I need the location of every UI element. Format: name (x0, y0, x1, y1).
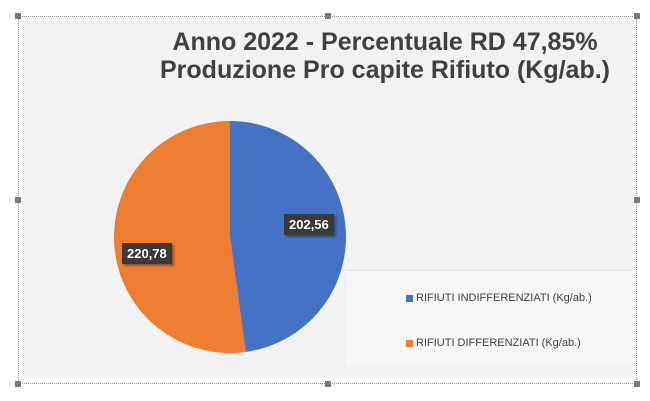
data-label-differenziati: 220,78 (122, 243, 172, 264)
resize-handle-top-left[interactable] (15, 13, 21, 19)
legend: RIFIUTI INDIFFERENZIATI (Kg/ab.) RIFIUTI… (346, 270, 632, 367)
resize-handle-middle-left[interactable] (15, 197, 21, 203)
resize-handle-bottom-right[interactable] (634, 381, 640, 387)
legend-label-indifferenziati: RIFIUTI INDIFFERENZIATI (Kg/ab.) (416, 292, 592, 304)
resize-handle-bottom-center[interactable] (325, 381, 331, 387)
resize-handle-top-right[interactable] (634, 13, 640, 19)
pie-slice-differenziati (114, 120, 246, 353)
chart-subtitle: Produzione Pro capite Rifiuto (Kg/ab.) (160, 56, 610, 84)
legend-item-differenziati: RIFIUTI DIFFERENZIATI (Kg/ab.) (406, 337, 581, 349)
chart-title: Anno 2022 - Percentuale RD 47,85% (172, 28, 598, 56)
legend-label-differenziati: RIFIUTI DIFFERENZIATI (Kg/ab.) (416, 337, 581, 349)
resize-handle-top-center[interactable] (325, 13, 331, 19)
data-label-indifferenziati: 202,56 (284, 214, 334, 235)
resize-handle-bottom-left[interactable] (15, 381, 21, 387)
resize-handle-middle-right[interactable] (634, 197, 640, 203)
pie-slice-indifferenziati (230, 121, 347, 352)
legend-swatch-differenziati (406, 339, 413, 347)
legend-item-indifferenziati: RIFIUTI INDIFFERENZIATI (Kg/ab.) (406, 292, 592, 304)
legend-swatch-indifferenziati (406, 294, 413, 302)
